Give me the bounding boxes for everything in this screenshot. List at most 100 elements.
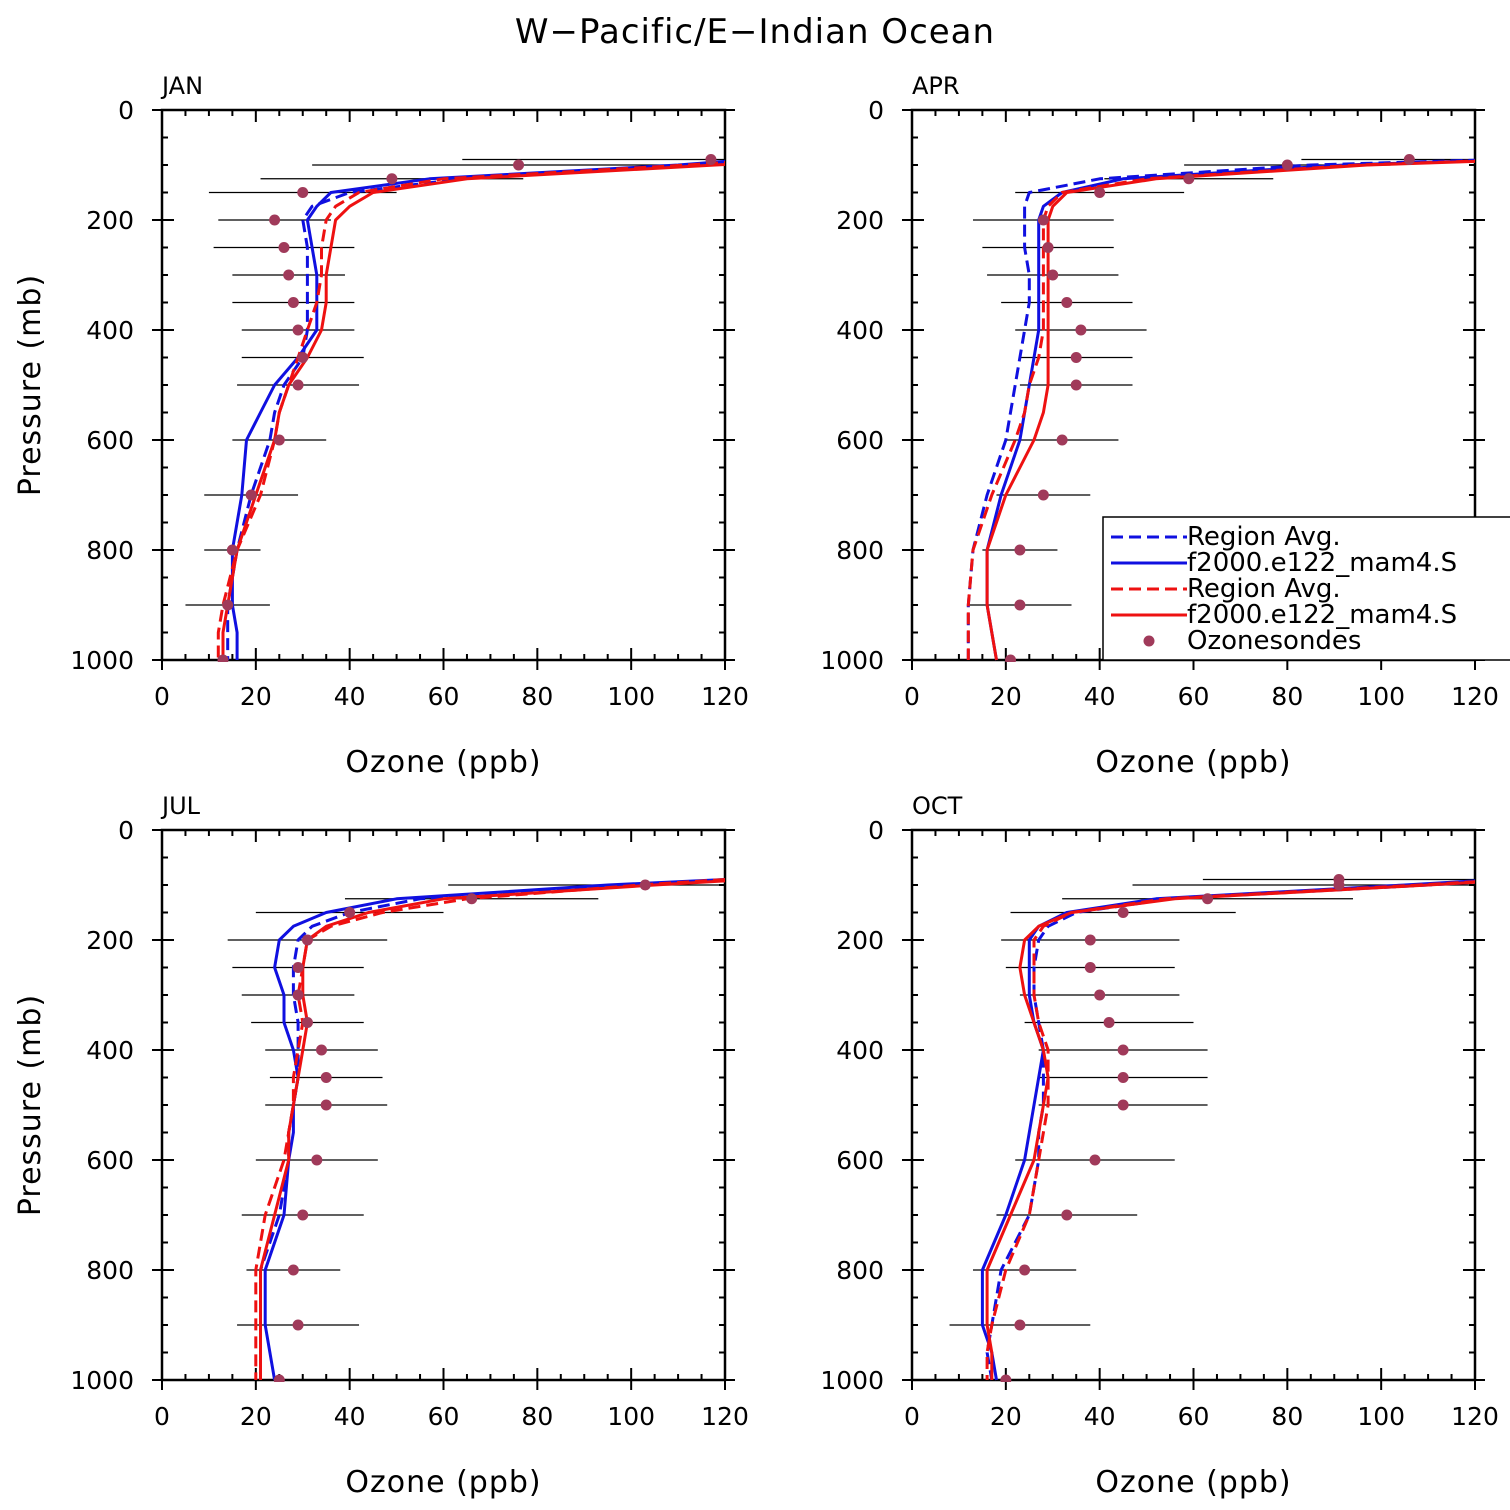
y-axis-label: Pressure (mb) xyxy=(13,994,48,1216)
x-tick-label: 0 xyxy=(904,1402,920,1431)
x-tick-label: 80 xyxy=(521,682,553,711)
ozonesonde-point xyxy=(1117,1072,1129,1083)
ozonesonde-point xyxy=(287,1264,299,1276)
ozonesonde-point xyxy=(1183,173,1195,185)
y-tick-label: 400 xyxy=(836,1036,884,1065)
ozonesonde-point xyxy=(292,989,304,1001)
series-line-model-red xyxy=(985,880,1475,1380)
panel-title: JUL xyxy=(160,792,201,820)
x-axis-label: Ozone (ppb) xyxy=(345,745,541,780)
x-tick-label: 60 xyxy=(1178,1402,1210,1431)
ozonesonde-point xyxy=(297,187,309,198)
plot-area-jan xyxy=(176,154,725,662)
ozonesonde-point xyxy=(1014,599,1026,611)
series-line-region-avg-red xyxy=(966,159,1475,660)
ozonesonde-point xyxy=(1014,1319,1026,1331)
x-tick-label: 40 xyxy=(334,1402,366,1431)
series-line-model-blue xyxy=(230,159,725,660)
ozonesonde-point xyxy=(1047,269,1059,281)
series-line-region-avg-red xyxy=(254,878,725,1380)
ozonesonde-point xyxy=(1089,1154,1101,1166)
y-axis-label: Pressure (mb) xyxy=(13,274,48,496)
ozonesonde-point xyxy=(273,434,285,446)
ozonesonde-point xyxy=(1075,324,1087,336)
y-tick-label: 800 xyxy=(836,1256,884,1285)
ozonesonde-point xyxy=(292,379,304,391)
x-tick-label: 40 xyxy=(1084,682,1116,711)
ozonesonde-point xyxy=(320,1099,332,1111)
ozonesonde-point xyxy=(513,159,525,171)
y-tick-label: 800 xyxy=(86,536,134,565)
ozonesonde-point xyxy=(466,893,478,905)
y-tick-label: 200 xyxy=(86,206,134,235)
panel-apr: 0 20 40 60 80 100 120 0 200 400 600 800 1000 Ozone (p… xyxy=(820,72,1498,780)
x-tick-label: 80 xyxy=(1271,682,1303,711)
ozonesonde-point xyxy=(1117,1044,1129,1056)
ozonesonde-point xyxy=(297,352,309,363)
y-tick-label: 0 xyxy=(118,816,134,845)
ozonesonde-point xyxy=(1019,1264,1031,1276)
legend-marker xyxy=(1143,635,1155,647)
y-tick-label: 200 xyxy=(836,926,884,955)
ozonesonde-point xyxy=(1070,379,1082,391)
ozonesonde-point xyxy=(273,1374,285,1382)
y-tick-label: 400 xyxy=(836,316,884,345)
ozonesonde-point xyxy=(1084,962,1096,973)
ozonesonde-point xyxy=(320,1072,332,1083)
ozonesonde-point xyxy=(1042,242,1054,253)
panel-title: OCT xyxy=(912,792,963,820)
x-tick-label: 20 xyxy=(240,1402,272,1431)
x-axis-label: Ozone (ppb) xyxy=(1095,1465,1291,1500)
ozonesonde-point xyxy=(1333,879,1345,891)
series-line-model-blue xyxy=(263,878,725,1381)
ozonesonde-point xyxy=(226,544,238,556)
x-tick-label: 100 xyxy=(1357,682,1405,711)
ozonesonde-point xyxy=(639,879,651,891)
panel-title: APR xyxy=(912,72,960,100)
ozonesonde-point xyxy=(1056,434,1068,446)
legend-label: f2000.e122_mam4.S xyxy=(1187,600,1457,630)
x-tick-label: 0 xyxy=(154,682,170,711)
ozonesonde-point xyxy=(287,297,299,308)
panel-jul: 0 20 40 60 80 100 120 0 200 400 600 800 1000 Ozone (p… xyxy=(13,792,749,1500)
y-tick-label: 1000 xyxy=(820,1366,884,1395)
y-tick-label: 400 xyxy=(86,1036,134,1065)
ozonesonde-point xyxy=(386,173,398,185)
ozonesonde-point xyxy=(283,269,295,281)
x-tick-label: 100 xyxy=(607,682,655,711)
series-line-model-red xyxy=(985,159,1475,661)
legend-label: Region Avg. xyxy=(1187,574,1341,604)
ozonesonde-point xyxy=(1014,544,1026,556)
x-axis-label: Ozone (ppb) xyxy=(345,1465,541,1500)
x-tick-label: 100 xyxy=(1357,1402,1405,1431)
y-tick-label: 1000 xyxy=(70,646,134,675)
ozonesonde-point xyxy=(1094,989,1106,1001)
ozonesonde-point xyxy=(311,1154,323,1166)
ozonesonde-point xyxy=(1084,934,1096,946)
x-tick-label: 60 xyxy=(428,1402,460,1431)
x-tick-label: 60 xyxy=(1178,682,1210,711)
y-tick-label: 200 xyxy=(836,206,884,235)
ozonesonde-point xyxy=(278,242,290,253)
ozonesonde-point xyxy=(316,1044,328,1056)
ozonesonde-point xyxy=(1103,1017,1115,1028)
ozonesonde-point xyxy=(1061,1209,1073,1221)
y-tick-label: 0 xyxy=(868,816,884,845)
ozonesonde-point xyxy=(1094,187,1106,198)
y-tick-label: 0 xyxy=(868,96,884,125)
ozonesonde-point xyxy=(292,962,304,973)
ozonesonde-point xyxy=(217,654,229,662)
x-tick-label: 100 xyxy=(607,1402,655,1431)
y-tick-label: 0 xyxy=(118,96,134,125)
ozonesonde-point xyxy=(1403,154,1415,165)
ozonesonde-point xyxy=(301,1017,313,1028)
x-tick-label: 20 xyxy=(240,682,272,711)
y-tick-label: 1000 xyxy=(820,646,884,675)
plot-area-oct xyxy=(935,874,1475,1382)
y-tick-label: 600 xyxy=(836,1146,884,1175)
series-line-model-red xyxy=(259,879,725,1380)
ozonesonde-point xyxy=(1037,489,1049,501)
ozonesonde-point xyxy=(292,324,304,336)
